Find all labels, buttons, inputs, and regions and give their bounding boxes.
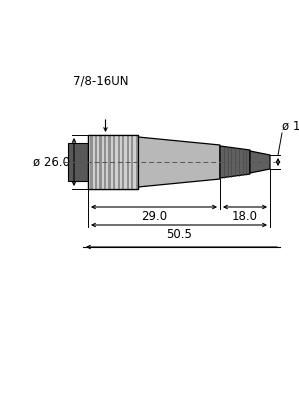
Bar <box>124 135 127 189</box>
Text: 50.5: 50.5 <box>166 228 192 241</box>
Bar <box>95 135 97 189</box>
Bar <box>106 135 109 189</box>
Bar <box>99 135 102 189</box>
Polygon shape <box>220 146 250 178</box>
Bar <box>113 135 115 189</box>
Bar <box>93 135 95 189</box>
Bar <box>131 135 133 189</box>
Bar <box>88 135 138 189</box>
Text: 7/8-16UN: 7/8-16UN <box>73 74 129 87</box>
Bar <box>97 135 99 189</box>
Bar <box>120 135 122 189</box>
Bar <box>88 135 138 189</box>
Bar <box>127 135 129 189</box>
Bar <box>115 135 118 189</box>
Bar <box>133 135 136 189</box>
Bar <box>109 135 111 189</box>
Bar <box>88 135 90 189</box>
Text: 18.0: 18.0 <box>232 210 258 223</box>
Bar <box>68 143 90 181</box>
Polygon shape <box>250 151 270 173</box>
Bar <box>102 135 104 189</box>
Polygon shape <box>138 137 220 187</box>
Text: ø 26.0: ø 26.0 <box>33 156 70 168</box>
Bar <box>90 135 93 189</box>
Text: 29.0: 29.0 <box>141 210 167 223</box>
Bar <box>118 135 120 189</box>
Bar <box>104 135 106 189</box>
Bar <box>129 135 131 189</box>
Bar <box>122 135 124 189</box>
Bar <box>111 135 113 189</box>
Text: ø 15.5: ø 15.5 <box>282 120 299 133</box>
Bar <box>136 135 138 189</box>
